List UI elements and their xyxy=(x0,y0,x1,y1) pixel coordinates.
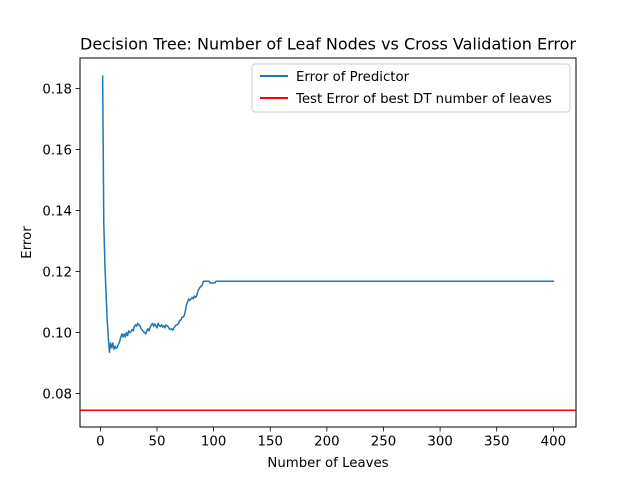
y-tick-label: 0.10 xyxy=(42,326,72,341)
y-axis-label: Error xyxy=(20,226,35,259)
legend-label-test-error: Test Error of best DT number of leaves xyxy=(295,92,552,107)
x-tick-label: 150 xyxy=(258,435,283,450)
x-axis: 0 50 100 150 200 250 300 350 400 xyxy=(96,427,566,450)
y-tick-label: 0.12 xyxy=(42,265,72,280)
series-line-error-of-predictor xyxy=(101,75,555,354)
x-tick-label: 200 xyxy=(314,435,339,450)
chart-title: Decision Tree: Number of Leaf Nodes vs C… xyxy=(80,35,576,54)
legend: Error of Predictor Test Error of best DT… xyxy=(251,63,571,113)
plot-area xyxy=(79,57,577,428)
x-tick-label: 350 xyxy=(484,435,509,450)
legend-label-error-of-predictor: Error of Predictor xyxy=(296,70,410,85)
x-tick-label: 300 xyxy=(427,435,452,450)
y-axis: 0.08 0.10 0.12 0.14 0.16 0.18 xyxy=(42,82,80,402)
y-tick-label: 0.14 xyxy=(42,204,72,219)
y-tick-label: 0.08 xyxy=(42,387,72,402)
legend-box xyxy=(251,63,571,113)
x-tick-label: 0 xyxy=(96,435,104,450)
plot-frame xyxy=(79,57,577,428)
x-tick-label: 250 xyxy=(371,435,396,450)
y-tick-label: 0.18 xyxy=(42,82,72,97)
series-layer xyxy=(80,75,576,411)
x-axis-label: Number of Leaves xyxy=(267,456,388,471)
y-tick-label: 0.16 xyxy=(42,143,72,158)
x-tick-label: 50 xyxy=(149,435,166,450)
x-tick-label: 100 xyxy=(201,435,226,450)
x-tick-label: 400 xyxy=(541,435,566,450)
